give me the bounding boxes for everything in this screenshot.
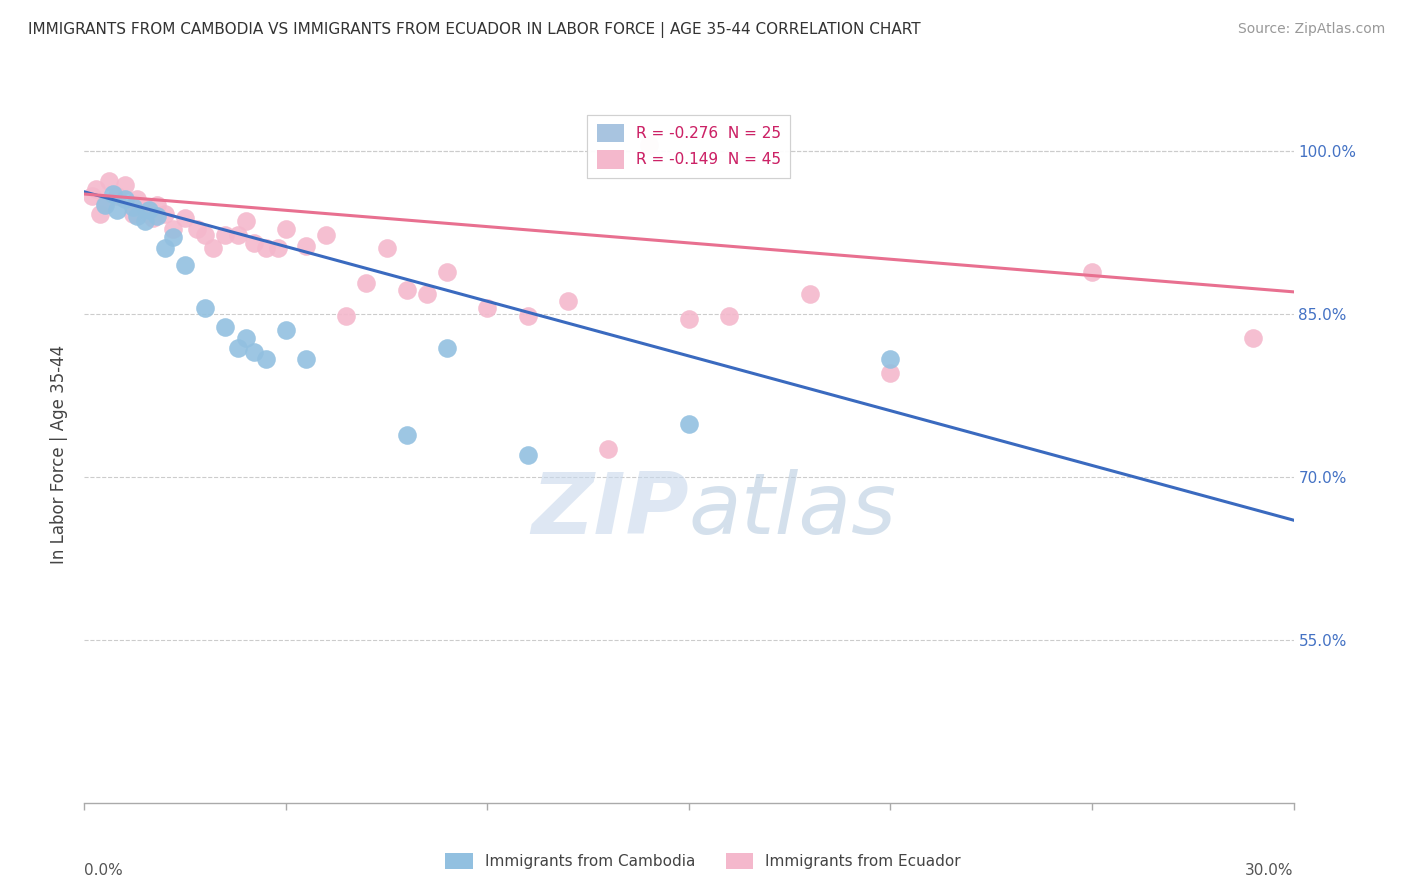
- Text: atlas: atlas: [689, 469, 897, 552]
- Point: [153, 241, 176, 255]
- Point: [93, 198, 115, 212]
- Text: 0.0%: 0.0%: [84, 863, 124, 878]
- Point: [315, 228, 337, 243]
- Point: [146, 198, 169, 212]
- Point: [242, 235, 264, 250]
- Point: [194, 228, 217, 243]
- Legend: R = -0.276  N = 25, R = -0.149  N = 45: R = -0.276 N = 25, R = -0.149 N = 45: [588, 115, 790, 178]
- Point: [295, 352, 318, 367]
- Point: [637, 138, 659, 153]
- Point: [879, 367, 901, 381]
- Point: [162, 230, 184, 244]
- Point: [186, 222, 208, 236]
- Point: [194, 301, 217, 315]
- Point: [162, 222, 184, 236]
- Point: [267, 241, 290, 255]
- Point: [153, 206, 176, 220]
- Text: Source: ZipAtlas.com: Source: ZipAtlas.com: [1237, 22, 1385, 37]
- Point: [295, 239, 318, 253]
- Point: [678, 417, 700, 432]
- Point: [121, 206, 143, 220]
- Point: [125, 209, 148, 223]
- Point: [436, 342, 458, 356]
- Point: [516, 448, 538, 462]
- Point: [125, 193, 148, 207]
- Point: [598, 442, 620, 457]
- Point: [121, 200, 143, 214]
- Point: [105, 203, 128, 218]
- Point: [89, 206, 111, 220]
- Point: [93, 195, 115, 210]
- Point: [356, 276, 378, 290]
- Point: [477, 301, 499, 315]
- Text: 30.0%: 30.0%: [1246, 863, 1294, 878]
- Point: [174, 258, 197, 272]
- Point: [242, 344, 264, 359]
- Text: ZIP: ZIP: [531, 469, 689, 552]
- Point: [799, 287, 821, 301]
- Point: [436, 265, 458, 279]
- Point: [416, 287, 439, 301]
- Point: [134, 214, 156, 228]
- Legend: Immigrants from Cambodia, Immigrants from Ecuador: Immigrants from Cambodia, Immigrants fro…: [439, 847, 967, 875]
- Point: [557, 293, 579, 308]
- Point: [214, 319, 236, 334]
- Point: [226, 342, 249, 356]
- Point: [101, 187, 124, 202]
- Point: [879, 352, 901, 367]
- Point: [254, 241, 277, 255]
- Point: [274, 222, 297, 236]
- Point: [105, 189, 128, 203]
- Point: [82, 189, 104, 203]
- Point: [254, 352, 277, 367]
- Point: [235, 330, 257, 344]
- Point: [235, 214, 257, 228]
- Point: [114, 193, 136, 207]
- Point: [138, 203, 160, 218]
- Point: [86, 181, 108, 195]
- Point: [395, 283, 418, 297]
- Point: [1081, 265, 1104, 279]
- Point: [146, 209, 169, 223]
- Point: [114, 178, 136, 193]
- Point: [395, 428, 418, 442]
- Point: [142, 211, 165, 225]
- Point: [138, 206, 160, 220]
- Point: [335, 309, 357, 323]
- Point: [214, 228, 236, 243]
- Point: [97, 174, 120, 188]
- Point: [226, 228, 249, 243]
- Point: [718, 309, 741, 323]
- Text: IMMIGRANTS FROM CAMBODIA VS IMMIGRANTS FROM ECUADOR IN LABOR FORCE | AGE 35-44 C: IMMIGRANTS FROM CAMBODIA VS IMMIGRANTS F…: [28, 22, 921, 38]
- Point: [516, 309, 538, 323]
- Point: [375, 241, 398, 255]
- Point: [1241, 330, 1264, 344]
- Point: [174, 211, 197, 225]
- Y-axis label: In Labor Force | Age 35-44: In Labor Force | Age 35-44: [51, 345, 69, 565]
- Point: [202, 241, 225, 255]
- Point: [134, 200, 156, 214]
- Point: [678, 312, 700, 326]
- Point: [274, 323, 297, 337]
